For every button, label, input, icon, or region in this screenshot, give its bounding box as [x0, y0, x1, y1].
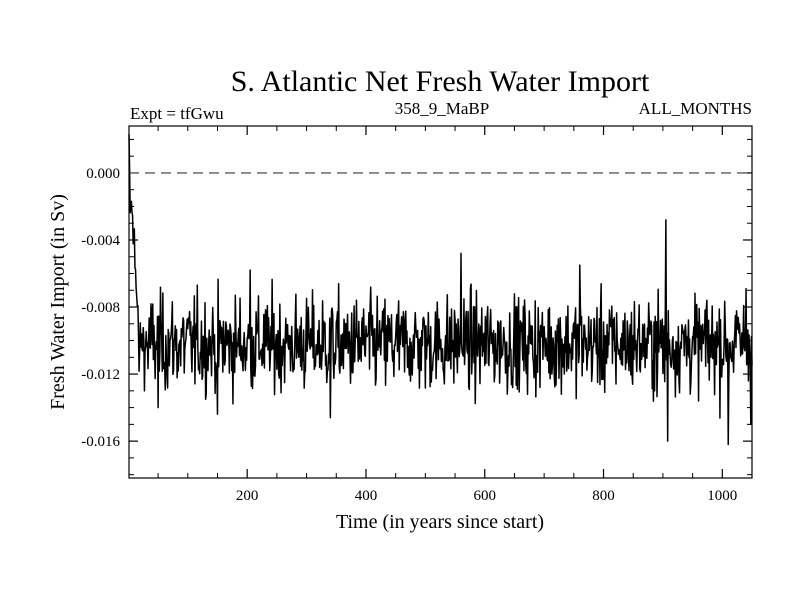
series-line	[128, 134, 753, 446]
x-axis-label: Time (in years since start)	[336, 511, 544, 533]
y-axis: 0.000 -0.004 -0.008 -0.012 -0.016	[81, 138, 752, 476]
chart-title: S. Atlantic Net Fresh Water Import	[231, 65, 650, 98]
x-tick-label: 1000	[707, 488, 737, 504]
months-label: ALL_MONTHS	[639, 99, 752, 118]
period-label: 358_9_MaBP	[395, 99, 489, 118]
y-axis-label: Fresh Water Import (in Sv)	[47, 194, 69, 410]
y-tick-label: -0.008	[81, 300, 120, 316]
y-tick-label: -0.004	[81, 233, 120, 249]
x-tick-label: 600	[473, 488, 496, 504]
x-tick-label: 200	[236, 488, 259, 504]
x-axis: 200 400 600 800 1000	[157, 126, 737, 504]
y-tick-label: 0.000	[86, 166, 120, 182]
y-tick-label: -0.012	[81, 367, 120, 383]
experiment-label: Expt = tfGwu	[130, 104, 224, 123]
x-tick-label: 400	[355, 488, 378, 504]
plot-frame	[128, 125, 753, 479]
x-tick-label: 800	[592, 488, 615, 504]
y-tick-label: -0.016	[81, 434, 120, 450]
